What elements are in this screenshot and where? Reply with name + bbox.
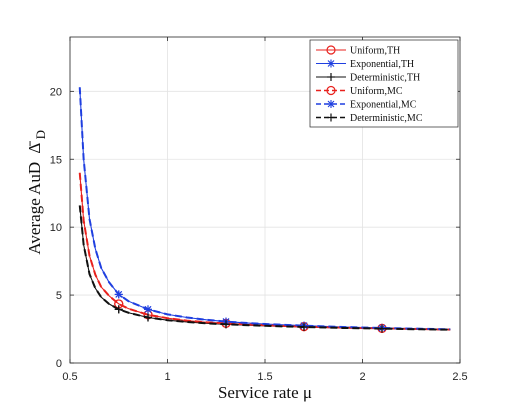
series-marker-exponential-mc — [144, 305, 152, 314]
legend-label: Uniform,MC — [350, 86, 403, 97]
legend-label: Exponential,TH — [350, 59, 414, 70]
x-tick-label: 2.5 — [452, 371, 467, 383]
x-axis-label: Service rate μ — [218, 383, 312, 402]
legend-label: Uniform,TH — [350, 46, 400, 57]
circle-marker-shape — [326, 45, 336, 55]
x-tick-label: 1.5 — [257, 371, 272, 383]
circle-marker-shape — [326, 85, 336, 96]
legend-marker-sample — [327, 59, 335, 68]
y-axis-label: Average AuD Δ̄ D — [25, 130, 48, 255]
x-tick-label: 0.5 — [62, 371, 77, 383]
series-marker-exponential-mc — [114, 290, 123, 299]
y-tick-label: 20 — [50, 86, 62, 98]
legend-label: Exponential,MC — [350, 100, 417, 111]
legend-entry-uniform-mc: Uniform,MC — [316, 85, 403, 97]
y-axis-label-subscript: D — [33, 130, 48, 139]
asterisk-marker-stroke — [115, 291, 123, 298]
x-tick-label: 1 — [164, 371, 170, 383]
asterisk-marker-stroke — [327, 60, 335, 67]
series-marker-deterministic-mc — [114, 305, 123, 314]
series-marker-deterministic-mc — [144, 313, 152, 322]
legend-label: Deterministic,TH — [350, 73, 420, 84]
y-axis-label-group: Average AuD Δ̄ D — [25, 130, 48, 255]
y-tick-label: 5 — [56, 290, 62, 302]
series-line-exponential-mc — [78, 87, 451, 331]
series-layer — [78, 87, 451, 333]
series-line-deterministic-mc — [78, 205, 451, 331]
legend-marker-sample — [326, 85, 336, 96]
legend-label: Deterministic,MC — [350, 113, 423, 124]
legend-entry-exponential-mc: Exponential,MC — [316, 100, 417, 111]
legend-entry-deterministic-th: Deterministic,TH — [316, 73, 420, 84]
legend-entry-exponential-th: Exponential,TH — [316, 59, 414, 70]
axis-ticks: 0.5 1 1.5 2 2.5 0 5 10 15 20 — [50, 37, 468, 383]
y-tick-label: 0 — [56, 358, 62, 370]
asterisk-marker-stroke — [327, 100, 335, 108]
legend-entry-uniform-th: Uniform,TH — [316, 45, 400, 57]
legend-marker-sample — [326, 45, 336, 55]
series-marker-deterministic-mc — [300, 323, 308, 332]
series-deterministic-mc — [78, 205, 451, 333]
y-axis-label-symbol: Δ̄ — [25, 141, 44, 154]
series-line-uniform-mc — [78, 172, 451, 331]
series-marker-deterministic-mc — [378, 324, 386, 333]
legend-marker-sample — [327, 100, 335, 108]
y-tick-label: 10 — [50, 222, 62, 234]
legend: Uniform,TH Exponential,TH Deterministic,TH… — [309, 39, 459, 128]
series-marker-deterministic-mc — [222, 320, 230, 329]
legend-marker-sample — [327, 73, 335, 81]
legend-box — [309, 39, 459, 128]
asterisk-marker-stroke — [144, 305, 152, 313]
legend-marker-sample — [327, 113, 335, 122]
y-tick-label: 15 — [50, 154, 62, 166]
x-tick-label: 2 — [359, 371, 365, 383]
legend-entry-deterministic-mc: Deterministic,MC — [316, 113, 423, 124]
y-axis-label-text: Average AuD — [25, 162, 44, 255]
